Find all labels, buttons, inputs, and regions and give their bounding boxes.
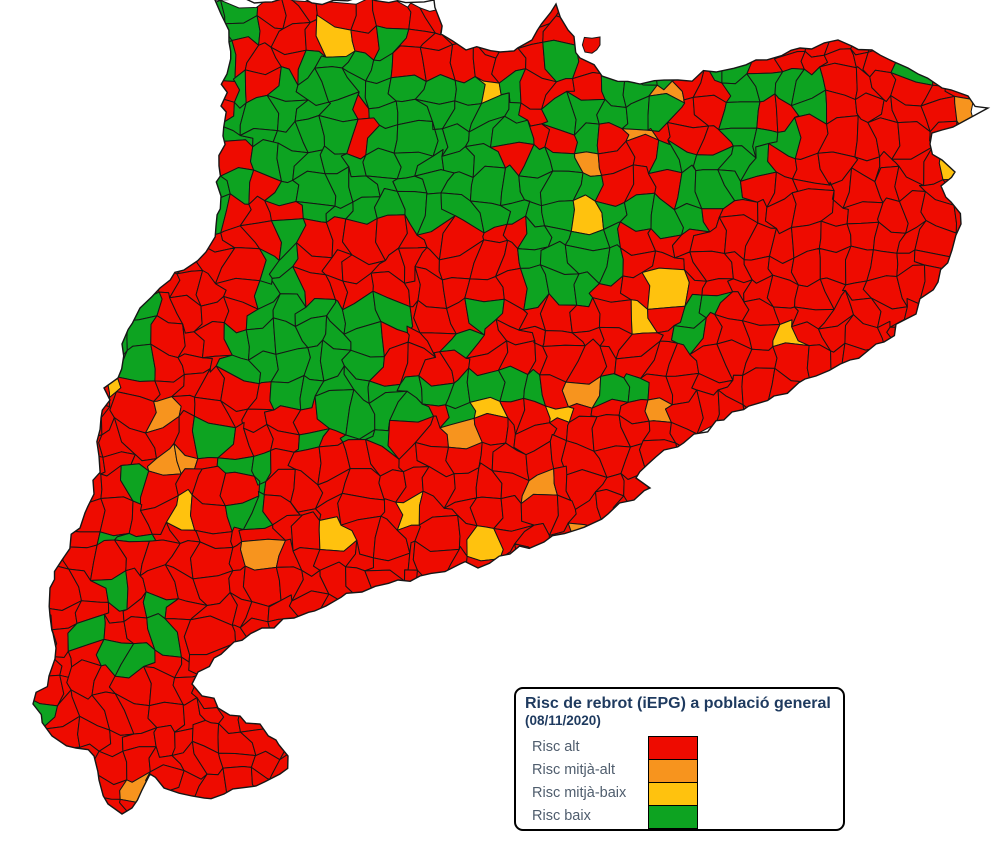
islet [581,36,601,54]
municipality-cell [867,21,910,53]
municipality-cell [617,49,658,86]
municipality-cell [99,496,134,537]
legend-swatch-risc-mitja-alt [648,759,698,783]
legend-item-risc-mitja-baix: Risc mitjà-baix [516,782,843,806]
legend-swatch-risc-baix [648,805,698,829]
municipality-cell [742,404,773,436]
municipality-cell [43,746,81,777]
municipality-cell [218,752,257,769]
legend-item-label: Risc alt [532,739,580,755]
municipality-cell [33,600,53,631]
municipality-cell [938,143,978,181]
municipality-cell [918,264,957,305]
municipality-cell [953,197,973,234]
legend: Risc de rebrot (iEPG) a població general… [514,687,845,831]
legend-item-risc-baix: Risc baix [516,805,843,829]
municipality-cell [67,498,106,533]
municipality-cell [672,442,707,476]
municipality-cell [267,617,302,654]
municipality-cell [841,342,886,391]
municipality-cell [752,21,782,59]
legend-item-risc-mitja-alt: Risc mitjà-alt [516,759,843,783]
legend-item-label: Risc baix [532,808,591,824]
legend-date: (08/11/2020) [525,713,601,728]
municipality-cell [189,40,237,82]
municipality-cell [69,370,111,408]
municipality-cell [393,119,439,157]
municipality-cell [371,0,412,30]
legend-item-label: Risc mitjà-baix [532,785,627,801]
municipality-cell [207,118,226,143]
legend-swatch-risc-mitja-baix [648,782,698,806]
municipality-cell [440,1,481,39]
legend-rows: Risc alt Risc mitjà-alt Risc mitjà-baix … [516,736,843,829]
municipality-cell [886,326,927,350]
municipality-cell [216,669,259,709]
municipality-cell [514,543,555,572]
municipality-cell [567,522,610,552]
municipality-cell [466,367,506,403]
legend-title: Risc de rebrot (iEPG) a població general [525,695,831,712]
municipality-cell [64,770,100,803]
municipality-cell [641,267,690,310]
legend-item-label: Risc mitjà-alt [532,762,615,778]
municipality-cell [279,718,309,761]
municipality-cell [91,314,129,361]
municipality-cell [639,439,681,477]
municipality-cell [612,495,658,534]
municipality-cell [741,367,776,412]
legend-swatch-risc-alt [648,736,698,760]
municipality-cell [595,489,625,531]
region-outline [32,0,991,815]
legend-item-risc-alt: Risc alt [516,736,843,760]
municipality-cell [318,593,359,637]
